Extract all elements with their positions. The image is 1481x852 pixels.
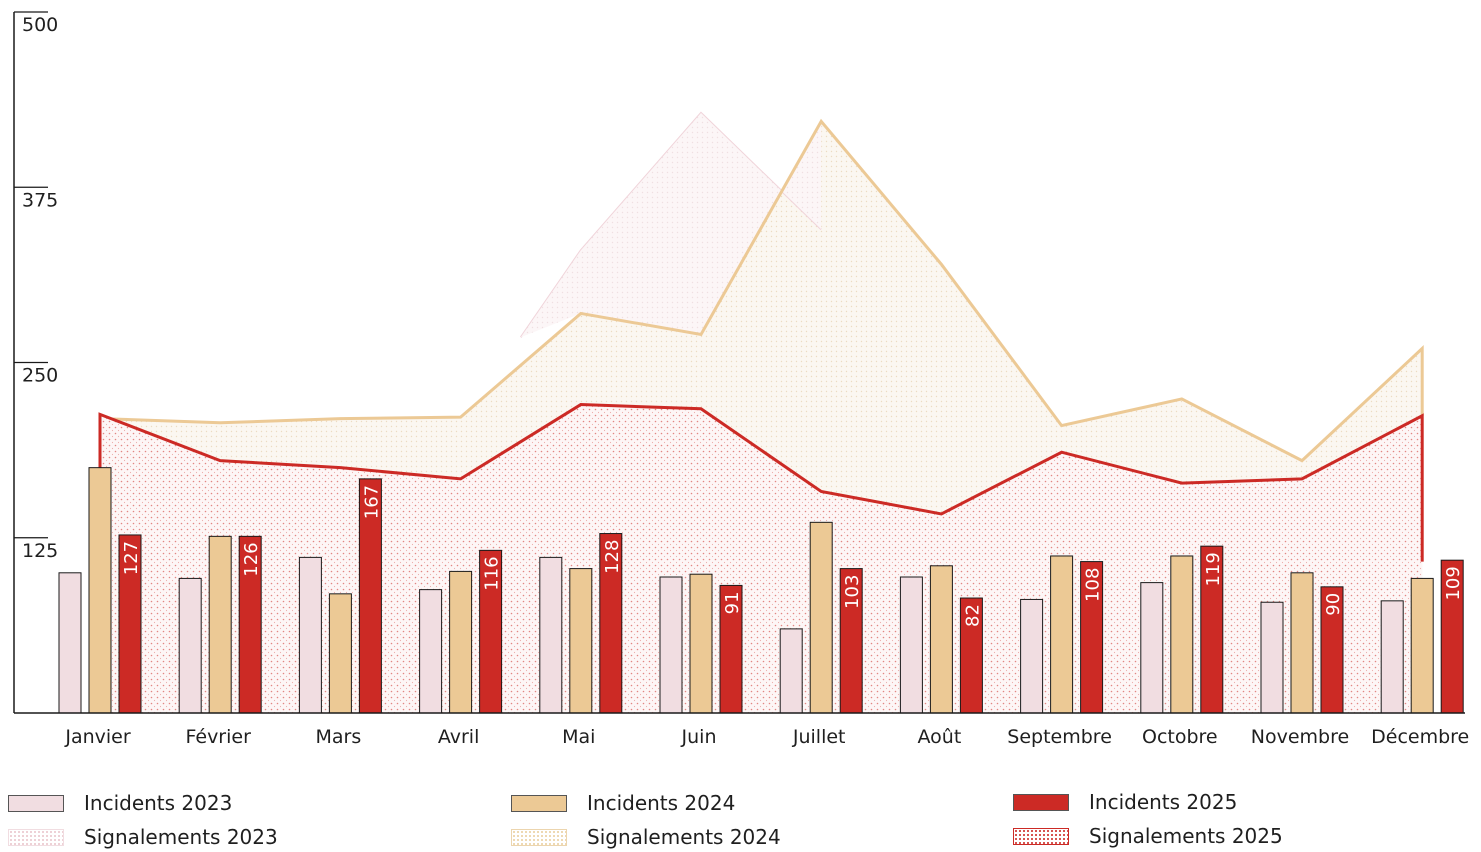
- data-label-incidents-2025-6: 103: [842, 575, 863, 609]
- bar-incidents-2024-9: [1170, 555, 1194, 714]
- bar-incidents-2024-11: [1410, 577, 1434, 714]
- x-tick-label-4: Mai: [562, 726, 595, 748]
- legend-label: Signalements 2023: [84, 825, 278, 849]
- bar-incidents-2023-5: [659, 576, 683, 714]
- data-label-incidents-2025-1: 126: [241, 542, 262, 576]
- bar-incidents-2024-8: [1050, 555, 1074, 714]
- legend-item-signalements-2024: Signalements 2024: [511, 822, 781, 852]
- bar-incidents-2023-4: [539, 556, 563, 714]
- x-tick-label-8: Septembre: [1007, 726, 1112, 748]
- legend-item-incidents-2024: Incidents 2024: [511, 788, 735, 818]
- legend-item-incidents-2025: Incidents 2025: [1013, 787, 1237, 817]
- bar-incidents-2023-9: [1140, 582, 1164, 714]
- x-tick-label-0: Janvier: [64, 726, 131, 748]
- bar-incidents-2023-1: [178, 577, 202, 714]
- bar-incidents-2024-2: [328, 593, 352, 714]
- bar-incidents-2024-1: [208, 535, 232, 714]
- bar-incidents-2023-10: [1260, 601, 1284, 714]
- x-tick-label-9: Octobre: [1142, 726, 1218, 748]
- y-tick-label: 375: [22, 189, 58, 211]
- data-label-incidents-2025-11: 109: [1443, 566, 1464, 600]
- legend-label: Incidents 2023: [84, 791, 233, 815]
- legend-label: Incidents 2025: [1089, 790, 1238, 814]
- legend-label: Incidents 2024: [587, 791, 736, 815]
- data-label-incidents-2025-3: 116: [482, 556, 503, 590]
- legend-label: Signalements 2024: [587, 825, 781, 849]
- legend-label: Signalements 2025: [1089, 824, 1283, 848]
- legend-item-incidents-2023: Incidents 2023: [8, 788, 232, 818]
- bar-incidents-2024-6: [809, 521, 833, 714]
- data-label-incidents-2025-5: 91: [722, 591, 743, 614]
- bar-incidents-2024-5: [689, 573, 713, 714]
- legend-item-signalements-2025: Signalements 2025: [1013, 821, 1283, 851]
- y-tick-label: 250: [22, 365, 58, 387]
- bar-incidents-2023-6: [779, 628, 803, 714]
- y-tick-label: 500: [22, 14, 58, 36]
- x-tick-label-2: Mars: [316, 726, 362, 748]
- legend: Incidents 2023 Incidents 2024 Incidents …: [0, 780, 1481, 850]
- legend-swatch: [511, 794, 567, 812]
- axes: 500 375 250 125 Janvier Février Mars Avril Mai Ju…: [13, 11, 1469, 748]
- bar-incidents-2023-2: [298, 556, 322, 714]
- x-tick-label-5: Juin: [681, 726, 717, 748]
- signalements-2025-line: [98, 403, 1424, 562]
- x-tick-label-7: Août: [918, 726, 962, 748]
- bar-incidents-2024-7: [929, 565, 953, 714]
- x-tick-label-11: Décembre: [1371, 726, 1469, 748]
- legend-swatch: [1013, 793, 1069, 811]
- signalements-areas: [98, 111, 1424, 713]
- legend-swatch: [511, 828, 567, 846]
- bar-incidents-2023-3: [419, 589, 443, 714]
- bar-incidents-2024-10: [1290, 572, 1314, 714]
- data-label-incidents-2025-7: 82: [962, 604, 983, 627]
- y-tick-label: 125: [22, 540, 58, 562]
- bar-incidents-2023-8: [1020, 598, 1044, 714]
- x-tick-label-1: Février: [185, 726, 251, 748]
- legend-swatch: [1013, 827, 1069, 845]
- data-label-incidents-2025-8: 108: [1083, 568, 1104, 602]
- data-label-incidents-2025-2: 167: [361, 485, 382, 519]
- legend-swatch: [8, 828, 64, 846]
- data-label-incidents-2025-10: 90: [1323, 593, 1344, 616]
- bar-incidents-2024-4: [569, 568, 593, 714]
- x-tick-label-6: Juillet: [792, 726, 846, 748]
- bar-incidents-2023-11: [1380, 600, 1404, 714]
- incidents-bars: 127 126 167 116 128 91 103 82 108 119 90 109: [58, 467, 1464, 714]
- signalements-2024-line: [99, 118, 1424, 463]
- bar-incidents-2024-0: [88, 467, 112, 714]
- chart: 127 126 167 116 128 91 103 82 108 119 90 109 500 375…: [13, 11, 1469, 748]
- data-label-incidents-2025-0: 127: [121, 541, 142, 575]
- signalements-2023-area-dots: [520, 112, 822, 338]
- bar-incidents-2023-0: [58, 572, 82, 714]
- bar-incidents-2024-3: [449, 570, 473, 714]
- data-label-incidents-2025-4: 128: [602, 540, 623, 574]
- legend-swatch: [8, 794, 64, 812]
- x-tick-label-10: Novembre: [1251, 726, 1349, 748]
- data-label-incidents-2025-9: 119: [1203, 552, 1224, 586]
- bar-incidents-2023-7: [899, 576, 923, 714]
- x-tick-label-3: Avril: [438, 726, 480, 748]
- legend-item-signalements-2023: Signalements 2023: [8, 822, 278, 852]
